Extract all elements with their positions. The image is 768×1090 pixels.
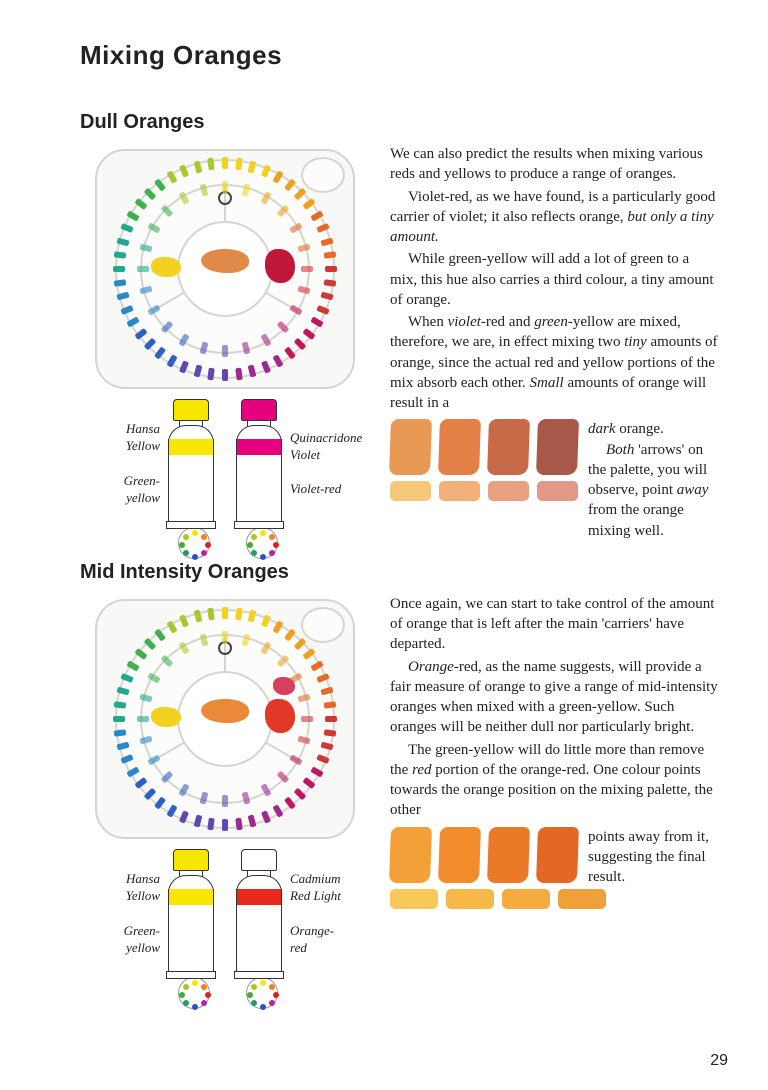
tube-sub: Violet-red (290, 481, 350, 498)
tube-name: Hansa Yellow (100, 421, 160, 455)
paint-tubes: Hansa Yellow Green-yellow Quinacridone V… (80, 399, 370, 529)
paragraph: The green-yellow will do little more tha… (390, 740, 718, 821)
color-swatches (390, 419, 718, 501)
page-number: 29 (710, 1052, 728, 1070)
page-title: Mixing Oranges (80, 40, 718, 71)
tube-name: Cadmium Red Light (290, 871, 350, 905)
paint-tube (234, 399, 284, 529)
paint-tube (166, 849, 216, 979)
palette-diagram (95, 599, 355, 839)
paragraph: Orange-red, as the name suggests, will p… (390, 657, 718, 738)
section-heading: Dull Oranges (80, 111, 718, 134)
color-swatches (390, 827, 718, 909)
palette-diagram (95, 149, 355, 389)
body-text: We can also predict the results when mix… (390, 144, 718, 541)
paint-tubes: Hansa Yellow Green-yellow Cadmium Red Li… (80, 849, 370, 979)
section-heading: Mid Intensity Oranges (80, 561, 718, 584)
tube-name: Quinacridone Violet (290, 430, 350, 464)
tube-sub: Orange-red (290, 923, 350, 957)
tube-sub: Green-yellow (100, 473, 160, 507)
paragraph: When violet-red and green-yellow are mix… (390, 312, 718, 413)
paragraph: Violet-red, as we have found, is a parti… (390, 187, 718, 248)
paint-tube (166, 399, 216, 529)
body-text: Once again, we can start to take control… (390, 594, 718, 979)
paragraph: Once again, we can start to take control… (390, 594, 718, 655)
paint-tube (234, 849, 284, 979)
paragraph: While green-yellow will add a lot of gre… (390, 249, 718, 310)
paragraph: We can also predict the results when mix… (390, 144, 718, 185)
section-mid-intensity: Mid Intensity Oranges Hansa Yellow Green… (80, 561, 718, 979)
tube-sub: Green-yellow (100, 923, 160, 957)
tube-name: Hansa Yellow (100, 871, 160, 905)
section-dull-oranges: Dull Oranges Hansa Yellow Green-yellow Q… (80, 111, 718, 541)
